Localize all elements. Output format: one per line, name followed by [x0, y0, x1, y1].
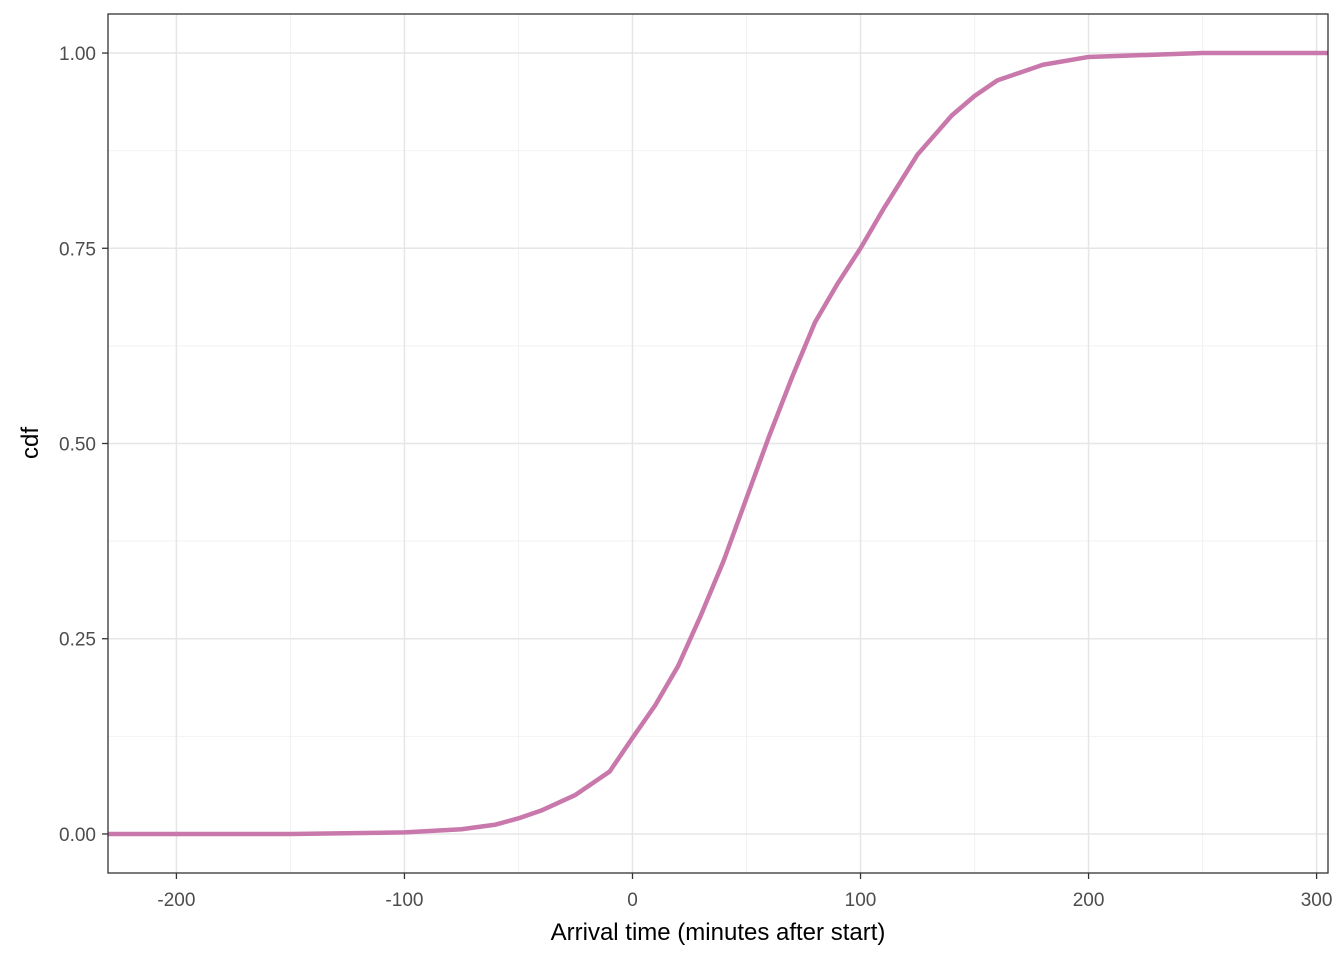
- x-tick-label: 300: [1301, 890, 1333, 911]
- x-tick-label: 0: [627, 890, 638, 911]
- x-tick-label: -100: [385, 890, 423, 911]
- y-axis-title: cdf: [17, 427, 44, 459]
- y-tick-label: 0.50: [59, 435, 96, 456]
- grid: [108, 14, 1328, 873]
- y-tick-label: 1.00: [59, 44, 96, 65]
- x-axis-title: Arrival time (minutes after start): [551, 919, 886, 946]
- marks: [108, 50, 1328, 837]
- x-tick-label: 200: [1073, 890, 1105, 911]
- y-tick-label: 0.00: [59, 825, 96, 846]
- x-tick-label: -200: [157, 890, 195, 911]
- y-tick-label: 0.75: [59, 239, 96, 260]
- y-tick-label: 0.25: [59, 630, 96, 651]
- x-tick-label: 100: [845, 890, 877, 911]
- cdf-line: [108, 50, 1328, 837]
